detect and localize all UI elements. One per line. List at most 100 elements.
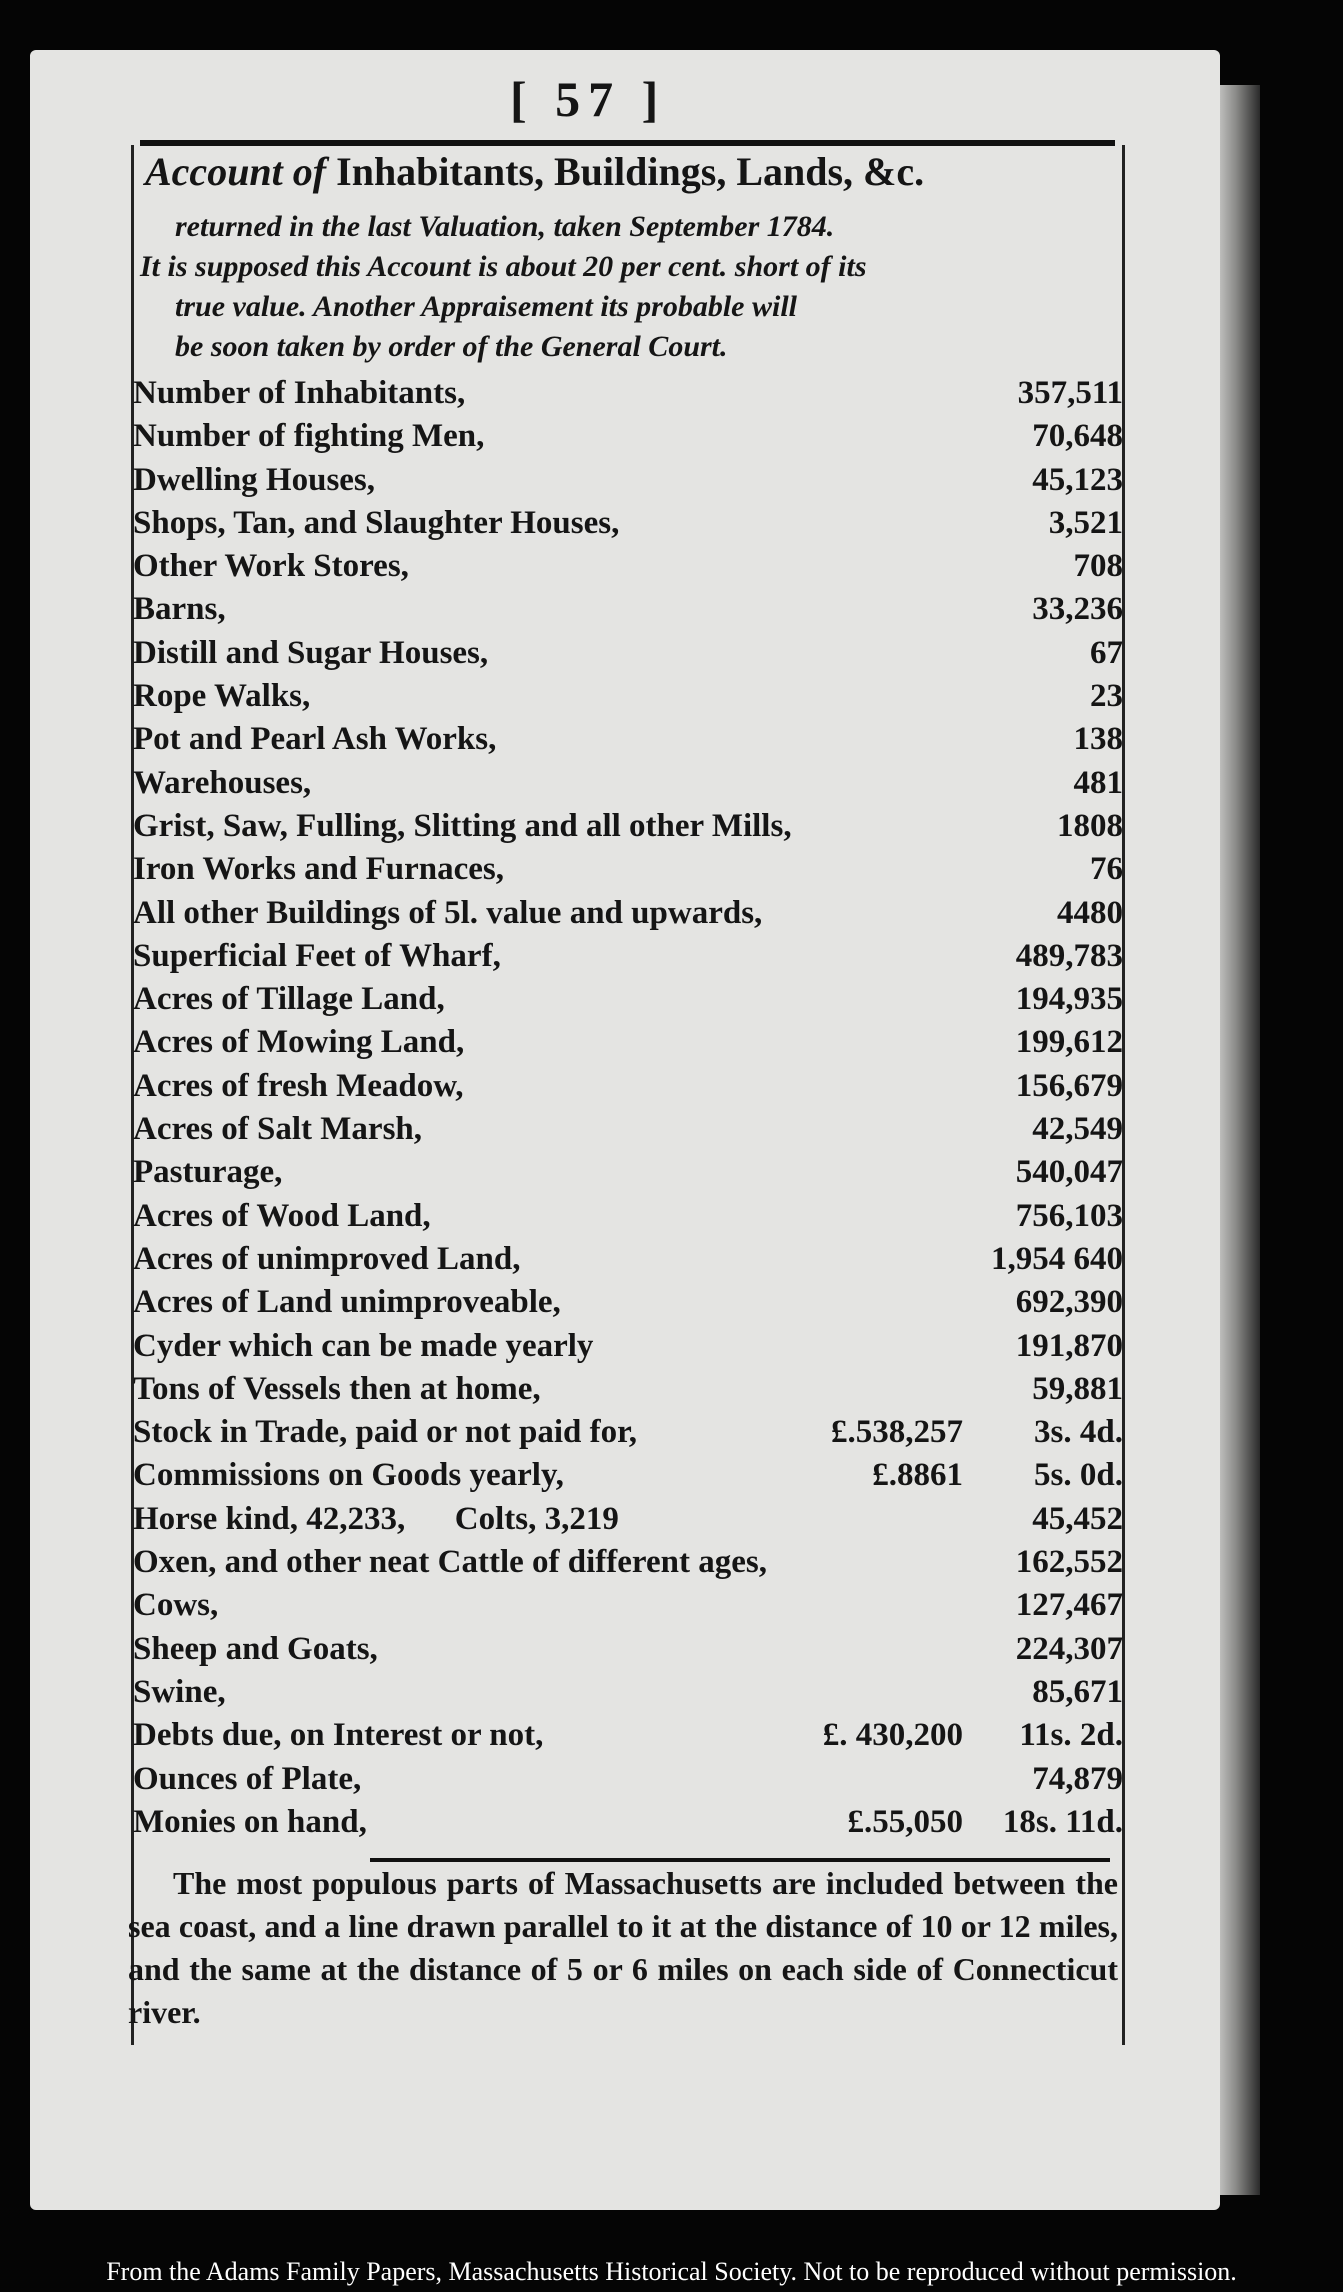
note-paragraph: The most populous parts of Massachusetts… xyxy=(128,1865,1118,2030)
page-number: [ 57 ] xyxy=(510,71,667,127)
table-row: Pasturage, 540,047 xyxy=(133,1151,1123,1194)
row-label: Cyder which can be made yearly xyxy=(133,1327,594,1364)
table-row: Acres of unimproved Land, 1,954 640 xyxy=(133,1238,1123,1281)
table-row: Other Work Stores, 708 xyxy=(133,545,1123,588)
table-row: Ounces of Plate, 74,879 xyxy=(133,1758,1123,1801)
row-value: 708 xyxy=(1073,548,1124,585)
row-value: 11s. 2d. xyxy=(1019,1717,1123,1754)
bottom-rule xyxy=(370,1858,1110,1862)
row-label: Swine, xyxy=(133,1673,226,1710)
book-page xyxy=(30,50,1220,2210)
table-row: Distill and Sugar Houses, 67 xyxy=(133,632,1123,675)
table-row: All other Buildings of 5l. value and upw… xyxy=(133,892,1123,935)
row-label: Pot and Pearl Ash Works, xyxy=(133,721,497,758)
row-label: Pasturage, xyxy=(133,1154,283,1191)
table-row: Dwelling Houses, 45,123 xyxy=(133,459,1123,502)
row-label: Iron Works and Furnaces, xyxy=(133,851,505,888)
row-value: 3s. 4d. xyxy=(1034,1414,1123,1451)
row-value: 67 xyxy=(1090,634,1123,671)
row-label: Horse kind, 42,233, Colts, 3,219 xyxy=(133,1500,619,1537)
table-row: Debts due, on Interest or not, £. 430,200… xyxy=(133,1714,1123,1757)
subheading-line: It is supposed this Account is about 20 … xyxy=(140,250,867,283)
table-row: Tons of Vessels then at home, 59,881 xyxy=(133,1368,1123,1411)
row-value: 3,521 xyxy=(1048,504,1123,541)
row-label: Ounces of Plate, xyxy=(133,1760,362,1797)
table-row: Acres of Land unimproveable, 692,390 xyxy=(133,1281,1123,1324)
row-label: All other Buildings of 5l. value and upw… xyxy=(133,894,763,931)
row-value: 489,783 xyxy=(1015,937,1123,974)
table-row: Pot and Pearl Ash Works, 138 xyxy=(133,718,1123,761)
row-value: 76 xyxy=(1090,851,1123,888)
table-row: Commissions on Goods yearly, £.8861 5s. 0d… xyxy=(133,1454,1123,1497)
row-label: Acres of Salt Marsh, xyxy=(133,1111,423,1148)
table-row: Oxen, and other neat Cattle of different… xyxy=(133,1541,1123,1584)
row-label: Monies on hand, xyxy=(133,1803,367,1840)
permission-caption: From the Adams Family Papers, Massachuse… xyxy=(106,2257,1237,2286)
table-row: Acres of Mowing Land, 199,612 xyxy=(133,1021,1123,1064)
table-row: Monies on hand, £.55,050 18s. 11d. xyxy=(133,1801,1123,1844)
table-row: Warehouses, 481 xyxy=(133,762,1123,805)
row-label: Commissions on Goods yearly, xyxy=(133,1457,564,1494)
row-label: Dwelling Houses, xyxy=(133,461,376,498)
row-value: 42,549 xyxy=(1032,1111,1123,1148)
row-label: Cows, xyxy=(133,1587,219,1624)
row-amount: £.8861 xyxy=(872,1457,963,1494)
heading: Account of Inhabitants, Buildings, Lands… xyxy=(145,148,1125,195)
row-label: Sheep and Goats, xyxy=(133,1630,378,1667)
row-label: Acres of Tillage Land, xyxy=(133,981,445,1018)
top-rule xyxy=(140,140,1115,146)
row-label: Barns, xyxy=(133,591,226,628)
table-row: Rope Walks, 23 xyxy=(133,675,1123,718)
table-row: Iron Works and Furnaces, 76 xyxy=(133,848,1123,891)
row-value: 756,103 xyxy=(1015,1197,1123,1234)
row-value: 156,679 xyxy=(1015,1067,1123,1104)
row-amount: £. 430,200 xyxy=(822,1717,963,1754)
subheading-line: returned in the last Valuation, taken Se… xyxy=(175,210,835,243)
row-value: 74,879 xyxy=(1032,1760,1123,1797)
row-value: 1808 xyxy=(1057,807,1123,844)
row-label: Number of Inhabitants, xyxy=(133,375,466,411)
heading-italic: Account of xyxy=(145,149,327,194)
row-value: 357,511 xyxy=(1017,375,1123,411)
row-value: 481 xyxy=(1073,764,1124,801)
table-row: Acres of Wood Land, 756,103 xyxy=(133,1195,1123,1238)
row-label: Acres of unimproved Land, xyxy=(133,1240,521,1277)
row-label: Acres of Land unimproveable, xyxy=(133,1284,561,1321)
row-label: Warehouses, xyxy=(133,764,312,801)
table-row: Number of fighting Men, 70,648 xyxy=(133,415,1123,458)
row-label: Number of fighting Men, xyxy=(133,418,485,455)
page-edge xyxy=(1220,85,1260,2195)
table-row: Number of Inhabitants, 357,511 xyxy=(133,372,1123,415)
row-value: 191,870 xyxy=(1015,1327,1123,1364)
row-value: 45,452 xyxy=(1032,1500,1123,1537)
table-row: Acres of Salt Marsh, 42,549 xyxy=(133,1108,1123,1151)
row-value: 199,612 xyxy=(1015,1024,1123,1061)
row-value: 18s. 11d. xyxy=(1002,1803,1123,1840)
row-label: Other Work Stores, xyxy=(133,548,409,585)
table-row: Swine, 85,671 xyxy=(133,1671,1123,1714)
row-label: Rope Walks, xyxy=(133,678,311,715)
row-value: 1,954 640 xyxy=(991,1240,1123,1277)
frame-left-rule xyxy=(131,145,134,2045)
row-value: 540,047 xyxy=(1015,1154,1123,1191)
table-row: Cows, 127,467 xyxy=(133,1584,1123,1627)
table-row: Acres of fresh Meadow, 156,679 xyxy=(133,1065,1123,1108)
subheading-line: true value. Another Appraisement its pro… xyxy=(175,290,798,323)
row-label: Shops, Tan, and Slaughter Houses, xyxy=(133,504,620,541)
subheading-line: be soon taken by order of the General Co… xyxy=(175,330,728,363)
heading-roman: Inhabitants, Buildings, Lands, &c. xyxy=(336,149,925,194)
row-value: 162,552 xyxy=(1015,1544,1123,1581)
table-row: Sheep and Goats, 224,307 xyxy=(133,1628,1123,1671)
table-row: Cyder which can be made yearly 191,870 xyxy=(133,1325,1123,1368)
row-amount: £.55,050 xyxy=(847,1803,964,1840)
row-label: Acres of Wood Land, xyxy=(133,1197,431,1234)
table-row: Grist, Saw, Fulling, Slitting and all ot… xyxy=(133,805,1123,848)
row-value: 194,935 xyxy=(1015,981,1123,1018)
table-row: Acres of Tillage Land, 194,935 xyxy=(133,978,1123,1021)
row-amount: £.538,257 xyxy=(831,1414,963,1451)
table-row: Barns, 33,236 xyxy=(133,588,1123,631)
frame-right-rule xyxy=(1122,145,1125,2045)
table-row: Shops, Tan, and Slaughter Houses, 3,521 xyxy=(133,502,1123,545)
row-value: 33,236 xyxy=(1032,591,1123,628)
row-label: Stock in Trade, paid or not paid for, xyxy=(133,1414,637,1451)
